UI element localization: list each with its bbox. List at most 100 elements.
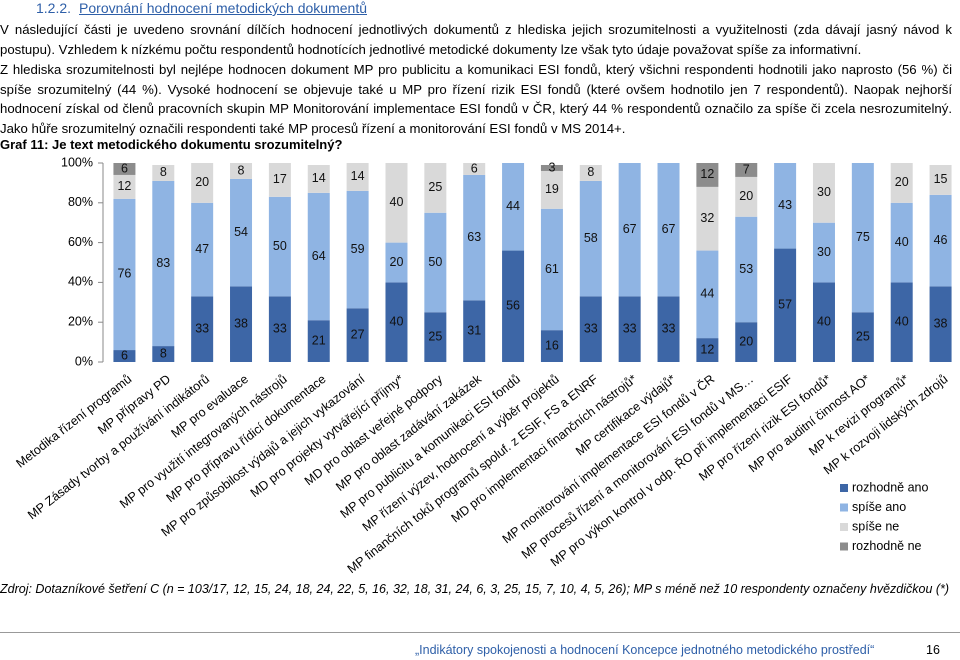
data-label: 15 — [934, 172, 948, 186]
bar-segment — [929, 194, 952, 287]
data-label: 30 — [817, 245, 831, 259]
bar-segment — [540, 330, 563, 362]
y-tick-label: 100% — [61, 155, 93, 169]
data-label: 67 — [623, 222, 637, 236]
data-label: 57 — [778, 298, 792, 312]
bar-segment — [268, 196, 291, 297]
heading-title: Porovnání hodnocení metodických dokument… — [79, 0, 367, 16]
data-label: 33 — [662, 321, 676, 335]
bar-segment — [502, 250, 525, 362]
data-label: 25 — [856, 329, 870, 343]
data-label: 43 — [778, 198, 792, 212]
bar-segment — [113, 198, 136, 351]
bar-segment — [735, 216, 758, 323]
data-label: 14 — [351, 169, 365, 183]
bar-segment — [502, 163, 525, 251]
data-label: 27 — [351, 327, 365, 341]
bar-segment — [191, 296, 214, 362]
data-label: 56 — [506, 299, 520, 313]
bar-segment — [385, 282, 408, 362]
data-label: 33 — [195, 321, 209, 335]
bar-segment — [774, 248, 797, 362]
bar-segment — [579, 296, 602, 362]
data-label: 16 — [545, 338, 559, 352]
data-label: 46 — [934, 233, 948, 247]
data-label: 8 — [587, 165, 594, 179]
bar-segment — [385, 242, 408, 283]
bar-segment — [307, 192, 330, 321]
data-label: 19 — [545, 182, 559, 196]
data-label: 25 — [428, 329, 442, 343]
data-label: 50 — [273, 239, 287, 253]
bar-segment — [696, 250, 719, 339]
bar-segment — [113, 163, 136, 175]
data-label: 59 — [351, 242, 365, 256]
data-label: 38 — [934, 316, 948, 330]
heading-number: 1.2.2. — [36, 0, 72, 16]
legend-swatch — [840, 503, 848, 512]
data-label: 54 — [234, 225, 248, 239]
data-label: 40 — [817, 314, 831, 328]
bar-segment — [113, 350, 136, 362]
source: Zdroj: Dotazníkové šetření C (n = 103/17… — [0, 582, 950, 596]
data-label: 50 — [428, 255, 442, 269]
bar-segment — [812, 222, 835, 283]
footer-title: „Indikátory spokojenosti a hodnocení Kon… — [415, 643, 875, 657]
legend-label: rozhodně ne — [852, 539, 922, 553]
data-label: 8 — [160, 346, 167, 360]
bar-segment — [463, 163, 486, 175]
data-label: 14 — [312, 171, 326, 185]
bar-segment — [346, 163, 369, 191]
data-label: 76 — [117, 267, 131, 281]
data-label: 7 — [743, 162, 750, 176]
bar-segment — [812, 282, 835, 362]
bar-segment — [191, 202, 214, 297]
legend-swatch — [840, 484, 848, 492]
bar-segment — [152, 346, 175, 362]
bar-segment — [890, 163, 913, 203]
bar-segment — [657, 163, 680, 297]
data-label: 3 — [548, 160, 555, 174]
data-label: 44 — [700, 287, 714, 301]
data-label: 8 — [160, 165, 167, 179]
data-label: 30 — [817, 185, 831, 199]
data-label: 44 — [506, 199, 520, 213]
chart-title: Graf 11: Je text metodického dokumentu s… — [0, 137, 343, 152]
data-label: 38 — [234, 316, 248, 330]
data-label: 58 — [584, 231, 598, 245]
data-label: 33 — [273, 321, 287, 335]
y-tick-label: 40% — [68, 275, 93, 289]
data-label: 12 — [117, 179, 131, 193]
data-label: 61 — [545, 262, 559, 276]
page-number: 16 — [926, 643, 940, 657]
data-label: 32 — [700, 211, 714, 225]
data-label: 17 — [273, 172, 287, 186]
bar-segment — [385, 163, 408, 243]
bar-segment — [929, 286, 952, 362]
data-label: 8 — [238, 163, 245, 177]
y-tick-label: 20% — [68, 314, 93, 328]
bar-segment — [540, 170, 563, 209]
data-label: 6 — [471, 161, 478, 175]
bar-segment — [191, 163, 214, 203]
bar-segment — [268, 296, 291, 362]
data-label: 12 — [700, 167, 714, 181]
bar-segment — [812, 163, 835, 223]
bar-segment — [230, 178, 253, 287]
data-label: 40 — [895, 314, 909, 328]
legend-label: rozhodně ano — [852, 480, 929, 494]
data-label: 33 — [584, 321, 598, 335]
data-label: 83 — [156, 256, 170, 270]
data-label: 75 — [856, 230, 870, 244]
bar-segment — [540, 164, 563, 171]
data-label: 64 — [312, 249, 326, 263]
bar-segment — [230, 286, 253, 362]
legend-label: spíše ne — [852, 519, 899, 533]
data-label: 40 — [390, 314, 404, 328]
data-label: 67 — [662, 222, 676, 236]
data-label: 20 — [390, 255, 404, 269]
bar-segment — [929, 164, 952, 195]
bar-segment — [618, 296, 641, 362]
